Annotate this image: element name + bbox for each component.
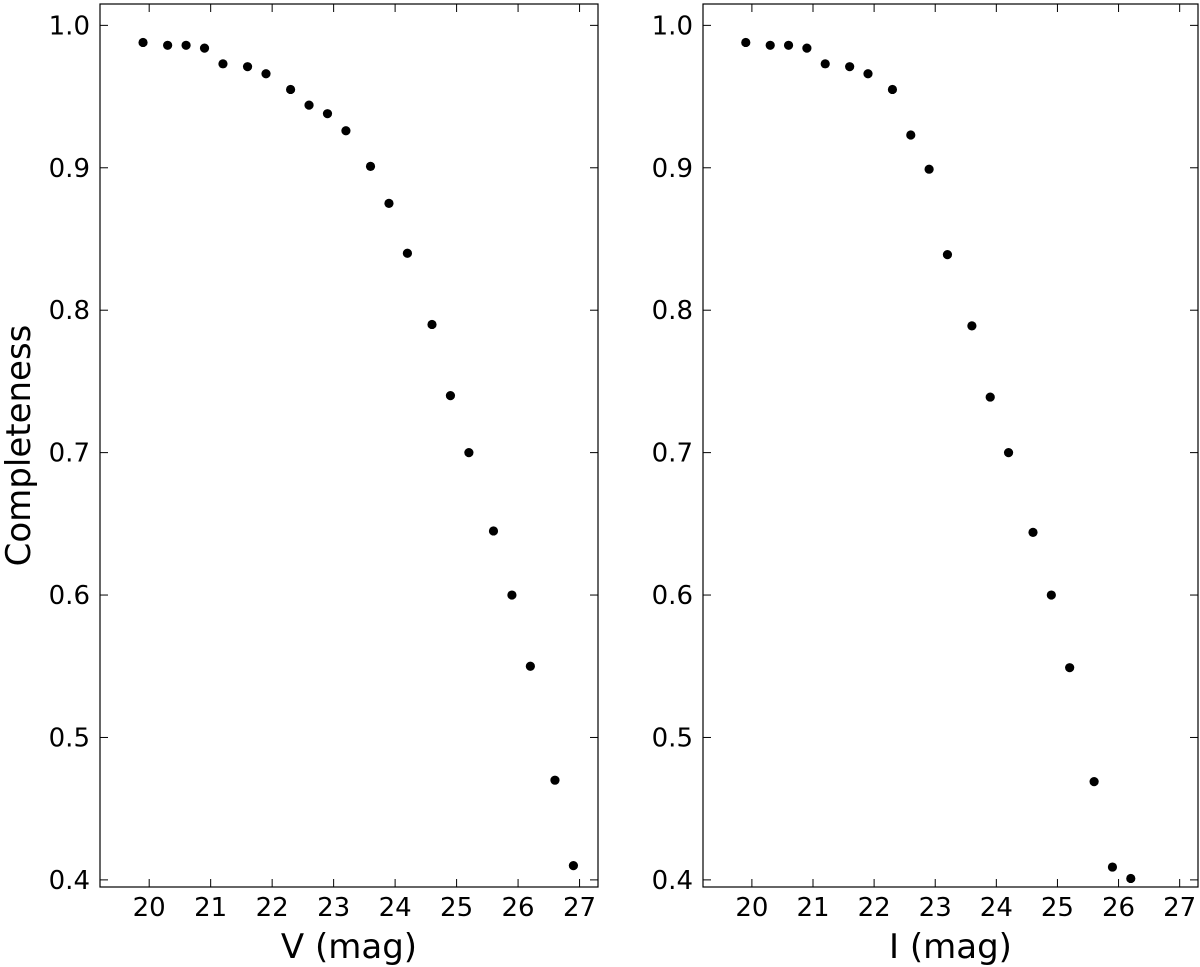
- data-point: [942, 250, 953, 260]
- y-tick-label: 0.8: [49, 296, 90, 326]
- data-point: [199, 43, 210, 53]
- data-point: [285, 84, 296, 95]
- data-point: [985, 392, 995, 402]
- x-tick-label: 21: [194, 893, 227, 923]
- y-tick-label: 0.6: [49, 581, 90, 611]
- data-point: [1028, 527, 1038, 537]
- x-tick-label: 21: [796, 893, 829, 923]
- data-point: [507, 590, 517, 600]
- data-point: [741, 37, 751, 48]
- data-point: [138, 37, 148, 48]
- y-tick-label: 0.7: [652, 439, 693, 469]
- y-tick-label: 0.7: [49, 439, 90, 469]
- y-tick-label: 0.8: [652, 296, 693, 326]
- data-point: [402, 248, 413, 258]
- plot-frame: [702, 3, 1199, 888]
- x-tick-label: 27: [563, 893, 596, 923]
- data-point: [304, 100, 314, 110]
- y-tick-label: 1.0: [652, 11, 693, 41]
- y-tick-label: 0.9: [652, 154, 693, 184]
- data-point: [488, 526, 499, 536]
- plot-frame: [99, 3, 599, 888]
- data-point: [1107, 862, 1118, 872]
- data-point: [427, 319, 437, 330]
- x-tick-label: 22: [858, 893, 891, 923]
- x-tick-label: 23: [317, 893, 350, 923]
- data-point: [783, 40, 794, 50]
- x-axis-title: I (mag): [889, 927, 1012, 967]
- data-point: [1046, 590, 1056, 600]
- x-tick-label: 25: [1041, 893, 1074, 923]
- data-point: [1089, 777, 1099, 787]
- data-point: [1126, 873, 1136, 884]
- x-tick-label: 20: [133, 893, 166, 923]
- data-point: [181, 40, 191, 50]
- data-point: [525, 661, 535, 671]
- data-point: [845, 62, 855, 72]
- data-point: [261, 69, 271, 79]
- y-tick-label: 0.4: [652, 866, 693, 896]
- data-point: [163, 40, 173, 50]
- data-point: [1003, 448, 1014, 458]
- data-point: [322, 109, 333, 119]
- x-tick-label: 24: [980, 893, 1013, 923]
- data-point: [802, 43, 812, 53]
- y-tick-label: 0.6: [652, 581, 693, 611]
- data-point: [365, 161, 376, 171]
- y-tick-label: 0.5: [49, 723, 90, 753]
- data-point: [967, 321, 977, 331]
- x-tick-label: 26: [1102, 893, 1135, 923]
- data-point: [568, 861, 579, 871]
- data-point: [384, 198, 394, 208]
- panel-i-band: 20 21 22 23 24 25 26 27 0.4 0.5 0.6 0.7 0.8 0.9 1.0 I (…: [652, 3, 1199, 967]
- y-tick-label: 1.0: [49, 11, 90, 41]
- data-point: [887, 84, 898, 95]
- data-point: [218, 59, 228, 69]
- data-point: [924, 164, 934, 174]
- data-point: [863, 69, 873, 79]
- data-point: [242, 62, 253, 72]
- data-point: [1065, 663, 1075, 673]
- data-point: [445, 391, 456, 401]
- y-tick-label: 0.4: [49, 866, 90, 896]
- y-tick-label: 0.5: [652, 723, 693, 753]
- y-axis-title: Completeness: [0, 325, 39, 567]
- data-point: [765, 40, 775, 50]
- x-tick-label: 24: [379, 893, 412, 923]
- x-tick-label: 27: [1163, 893, 1196, 923]
- x-axis-title: V (mag): [281, 927, 417, 967]
- x-tick-label: 20: [735, 893, 768, 923]
- data-point: [550, 775, 560, 785]
- data-point: [906, 130, 916, 140]
- data-point: [464, 448, 474, 458]
- x-tick-label: 26: [502, 893, 535, 923]
- y-tick-label: 0.9: [49, 154, 90, 184]
- data-point: [341, 126, 351, 136]
- panel-v-band: 20 21 22 23 24 25 26 27 0.4 0.5 0.6 0.7 0.8 0.9 1.0 V (…: [0, 3, 599, 967]
- x-tick-label: 22: [256, 893, 289, 923]
- data-point: [820, 59, 830, 69]
- x-tick-label: 25: [440, 893, 473, 923]
- x-tick-label: 23: [919, 893, 952, 923]
